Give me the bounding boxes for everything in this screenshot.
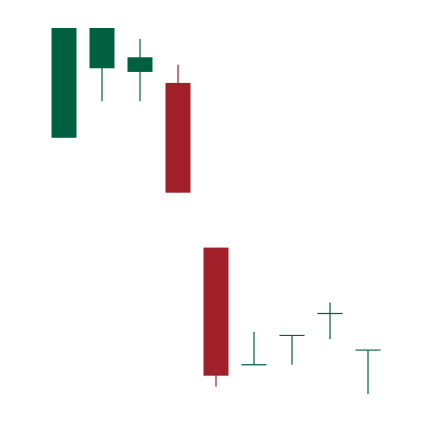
candle-7 bbox=[279, 334, 305, 365]
candle-1 bbox=[51, 28, 77, 138]
candle-body bbox=[165, 82, 191, 193]
candle-4 bbox=[165, 64, 191, 193]
candle-6 bbox=[241, 331, 267, 366]
candle-8 bbox=[317, 302, 343, 340]
candle-body bbox=[89, 28, 115, 69]
candle-3 bbox=[127, 38, 153, 102]
candle-5 bbox=[203, 247, 229, 387]
candle-2 bbox=[89, 28, 115, 102]
candle-9 bbox=[355, 349, 381, 394]
candle-body bbox=[51, 28, 77, 138]
candles-layer bbox=[51, 28, 381, 394]
candle-body bbox=[203, 247, 229, 376]
candle-body bbox=[127, 57, 153, 72]
